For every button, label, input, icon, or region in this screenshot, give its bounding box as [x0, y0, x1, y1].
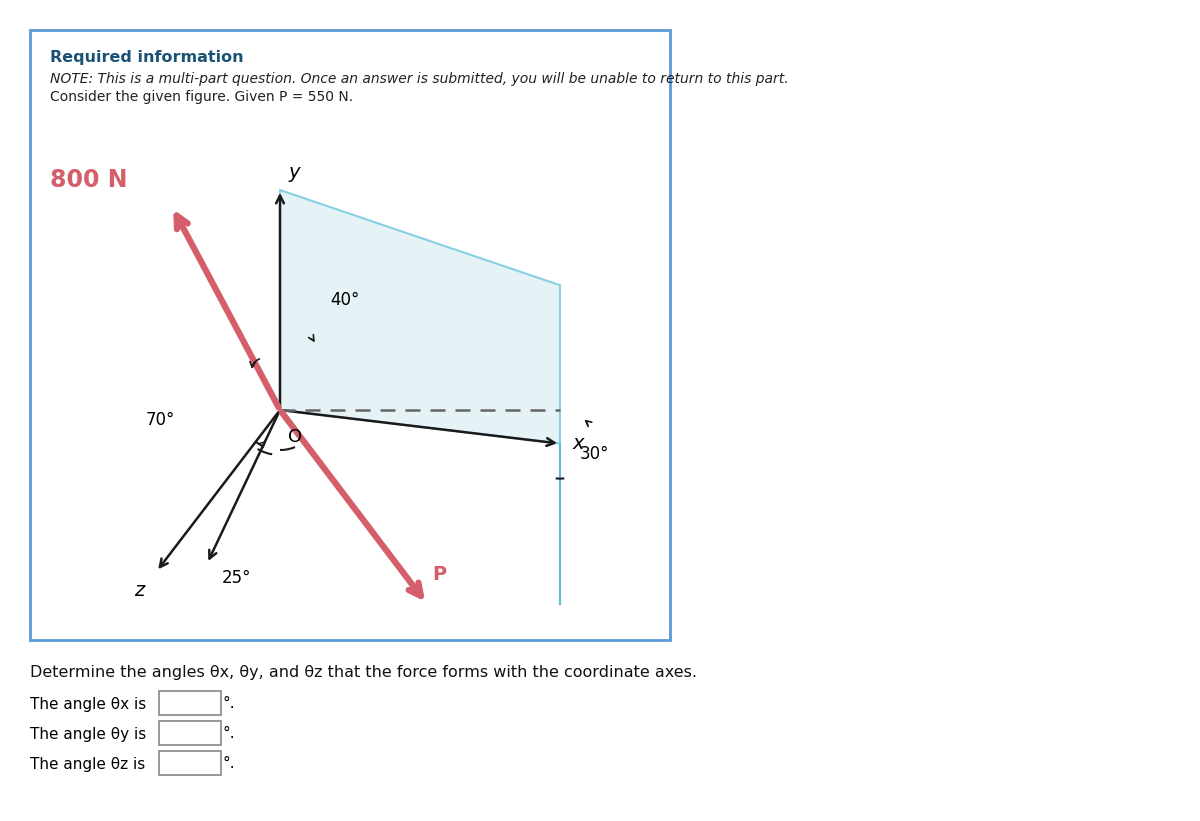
Text: The angle θx is: The angle θx is — [30, 696, 146, 712]
FancyBboxPatch shape — [158, 721, 221, 745]
Text: y: y — [288, 163, 300, 182]
Text: O: O — [288, 428, 302, 446]
Text: x: x — [572, 434, 583, 453]
Text: 70°: 70° — [145, 411, 175, 429]
Text: °.: °. — [222, 756, 235, 772]
Text: Consider the given figure. Given P = 550 N.: Consider the given figure. Given P = 550… — [50, 90, 353, 104]
Text: Determine the angles θx, θy, and θz that the force forms with the coordinate axe: Determine the angles θx, θy, and θz that… — [30, 665, 697, 680]
Text: The angle θy is: The angle θy is — [30, 727, 146, 741]
FancyBboxPatch shape — [30, 30, 670, 640]
Text: The angle θz is: The angle θz is — [30, 756, 145, 772]
Text: °.: °. — [222, 727, 235, 741]
FancyBboxPatch shape — [158, 751, 221, 775]
FancyBboxPatch shape — [158, 691, 221, 715]
Polygon shape — [280, 190, 560, 443]
Text: 25°: 25° — [222, 569, 252, 586]
Text: °.: °. — [222, 696, 235, 712]
Text: Required information: Required information — [50, 50, 244, 65]
Text: P: P — [432, 565, 446, 584]
Text: 30°: 30° — [580, 445, 610, 463]
Text: z: z — [134, 581, 144, 600]
Text: 800 N: 800 N — [49, 168, 127, 192]
Text: NOTE: This is a multi-part question. Once an answer is submitted, you will be un: NOTE: This is a multi-part question. Onc… — [50, 72, 788, 86]
Text: 40°: 40° — [330, 291, 359, 309]
